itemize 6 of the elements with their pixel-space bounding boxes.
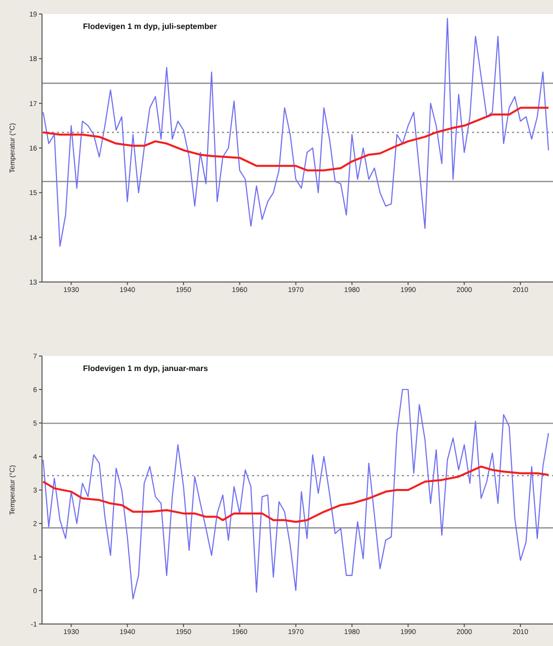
text: Flodevigen 1 m dyp, juli-september [83,22,217,31]
line-series [42,466,550,523]
line-series [42,18,550,247]
text: Flodevigen 1 m dyp, januar-mars [83,364,208,373]
line-series [42,106,550,172]
line-series [42,388,550,600]
